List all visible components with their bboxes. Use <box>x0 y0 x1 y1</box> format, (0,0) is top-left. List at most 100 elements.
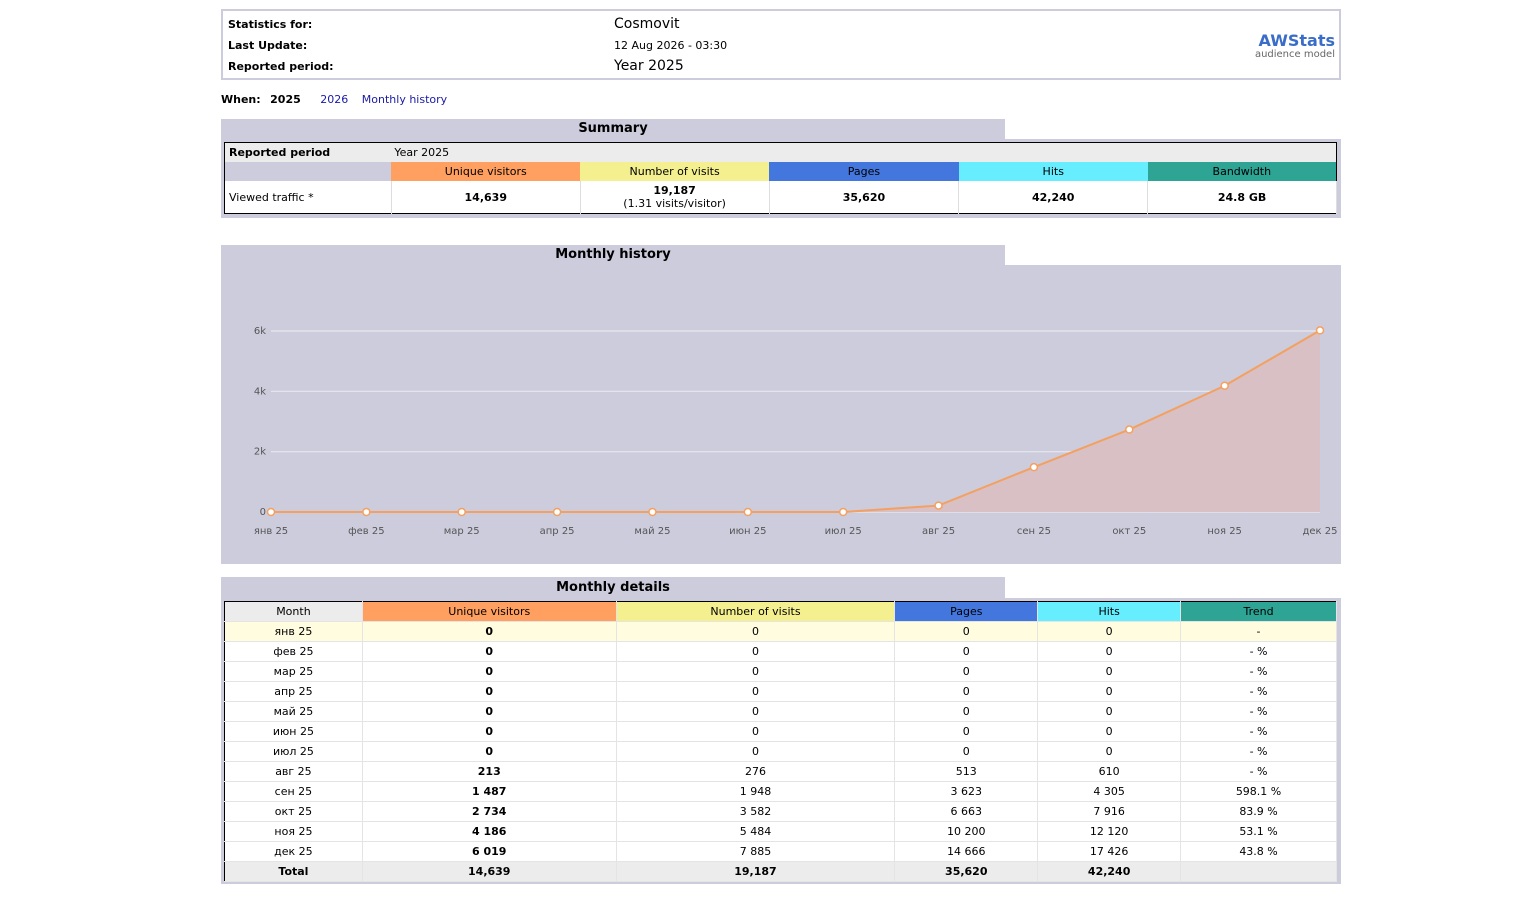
cell-hits: 0 <box>1037 621 1182 642</box>
cell-visits: 0 <box>616 641 896 662</box>
col-month: Month <box>224 601 363 622</box>
cell-unique-visitors: 0 <box>362 621 617 642</box>
summary-visits-cell: 19,187 (1.31 visits/visitor) <box>580 181 770 214</box>
col-hits: Hits <box>1037 601 1182 622</box>
monthly-history-link[interactable]: Monthly history <box>361 93 448 106</box>
data-point <box>1029 462 1039 472</box>
cell-pages: 0 <box>894 621 1039 642</box>
table-row: янв 25 0 0 0 0- <box>224 621 1337 642</box>
cell-visits: 1 948 <box>616 781 896 802</box>
cell-month: июл 25 <box>224 741 363 762</box>
y-tick-label: 6k <box>254 326 266 337</box>
data-point <box>457 507 466 517</box>
x-tick-label: апр 25 <box>540 526 575 537</box>
summary-visits-per-visitor: (1.31 visits/visitor) <box>623 197 726 210</box>
cell-hits: 0 <box>1037 661 1182 682</box>
cell-visits: 0 <box>616 621 896 642</box>
cell-trend: 53.1 % <box>1180 821 1337 842</box>
cell-pages: 10 200 <box>894 821 1039 842</box>
data-point <box>934 501 943 510</box>
col-unique-visitors: Unique visitors <box>391 162 581 181</box>
cell-unique-visitors: 4 186 <box>362 821 617 842</box>
cell-trend: 83.9 % <box>1180 801 1337 822</box>
col-hits: Hits <box>958 162 1148 181</box>
cell-trend: - <box>1180 621 1337 642</box>
monthly-history-title: Monthly history <box>221 245 1005 265</box>
total-pages: 35,620 <box>894 861 1039 882</box>
x-tick-label: янв 25 <box>254 526 288 537</box>
table-row: дек 25 6 019 7 885 14 666 17 426 43.8 % <box>224 841 1337 862</box>
col-number-of-visits: Number of visits <box>580 162 770 181</box>
cell-pages: 14 666 <box>894 841 1039 862</box>
cell-pages: 0 <box>894 701 1039 722</box>
viewed-traffic-label: Viewed traffic * <box>224 181 392 214</box>
table-row: авг 25 213 276 513 610- % <box>224 761 1337 782</box>
cell-month: окт 25 <box>224 801 363 822</box>
series-line <box>271 329 1321 513</box>
cell-month: ноя 25 <box>224 821 363 842</box>
x-tick-label: ноя 25 <box>1207 526 1242 537</box>
table-row: окт 25 2 734 3 582 6 663 7 916 83.9 % <box>224 801 1337 822</box>
cell-unique-visitors: 2 734 <box>362 801 617 822</box>
monthly-details-title: Monthly details <box>221 577 1005 598</box>
cell-hits: 17 426 <box>1037 841 1182 862</box>
monthly-details-table: Month Unique visitors Number of visits P… <box>224 601 1337 882</box>
monthly-history-chart: 0 2k 4k 6k янв 25 фев 25 мар 25 апр 25 май 25 июн… <box>254 326 1338 537</box>
cell-hits: 4 305 <box>1037 781 1182 802</box>
cell-month: мар 25 <box>224 661 363 682</box>
last-update-label: Last Update: <box>228 39 308 52</box>
cell-month: май 25 <box>224 701 363 722</box>
year-2026-link[interactable]: 2026 <box>320 93 349 106</box>
cell-trend: - % <box>1180 641 1337 662</box>
table-row: апр 25 0 0 0 0- % <box>224 681 1337 702</box>
table-row: фев 25 0 0 0 0- % <box>224 641 1337 662</box>
cell-pages: 6 663 <box>894 801 1039 822</box>
monthly-details-panel: Month Unique visitors Number of visits P… <box>221 598 1341 884</box>
summary-title: Summary <box>221 119 1005 139</box>
summary-hits: 42,240 <box>958 181 1149 214</box>
total-trend <box>1180 861 1337 882</box>
total-hits: 42,240 <box>1037 861 1182 882</box>
period-label: Reported period: <box>228 60 334 73</box>
x-tick-label: июн 25 <box>729 526 766 537</box>
cell-unique-visitors: 0 <box>362 641 617 662</box>
cell-unique-visitors: 213 <box>362 761 617 782</box>
period-value: Year 2025 <box>614 58 684 74</box>
col-unique-visitors: Unique visitors <box>362 601 617 622</box>
data-point <box>1315 326 1325 335</box>
cell-unique-visitors: 0 <box>362 721 617 742</box>
data-point <box>743 507 753 517</box>
col-pages: Pages <box>769 162 959 181</box>
awstats-logo[interactable]: AWStats <box>1258 31 1335 50</box>
cell-hits: 7 916 <box>1037 801 1182 822</box>
cell-month: авг 25 <box>224 761 363 782</box>
summary-visits: 19,187 <box>653 184 696 197</box>
cell-month: янв 25 <box>224 621 363 642</box>
awstats-logo-subtitle: audience model <box>1254 49 1335 60</box>
cell-trend: - % <box>1180 701 1337 722</box>
table-row: сен 25 1 487 1 948 3 623 4 305 598.1 % <box>224 781 1337 802</box>
table-row: ноя 25 4 186 5 484 10 200 12 120 53.1 % <box>224 821 1337 842</box>
cell-unique-visitors: 6 019 <box>362 841 617 862</box>
data-point <box>552 507 562 517</box>
cell-visits: 0 <box>616 741 896 762</box>
summary-bandwidth: 24.8 GB <box>1147 181 1337 214</box>
col-bandwidth: Bandwidth <box>1147 162 1337 181</box>
data-point <box>1220 381 1229 390</box>
cell-visits: 5 484 <box>616 821 896 842</box>
table-row: май 25 0 0 0 0- % <box>224 701 1337 722</box>
total-visits: 19,187 <box>616 861 896 882</box>
cell-visits: 7 885 <box>616 841 896 862</box>
cell-hits: 0 <box>1037 721 1182 742</box>
cell-trend: - % <box>1180 721 1337 742</box>
col-trend: Trend <box>1180 601 1337 622</box>
when-row: When: 2025 2026 Monthly history <box>221 93 447 106</box>
data-point <box>266 507 276 517</box>
table-row: июн 25 0 0 0 0- % <box>224 721 1337 742</box>
x-tick-label: май 25 <box>634 526 670 537</box>
site-name: Cosmovit <box>614 16 680 32</box>
cell-visits: 0 <box>616 681 896 702</box>
stats-for-label: Statistics for: <box>228 18 313 31</box>
cell-trend: 598.1 % <box>1180 781 1337 802</box>
total-unique-visitors: 14,639 <box>362 861 617 882</box>
